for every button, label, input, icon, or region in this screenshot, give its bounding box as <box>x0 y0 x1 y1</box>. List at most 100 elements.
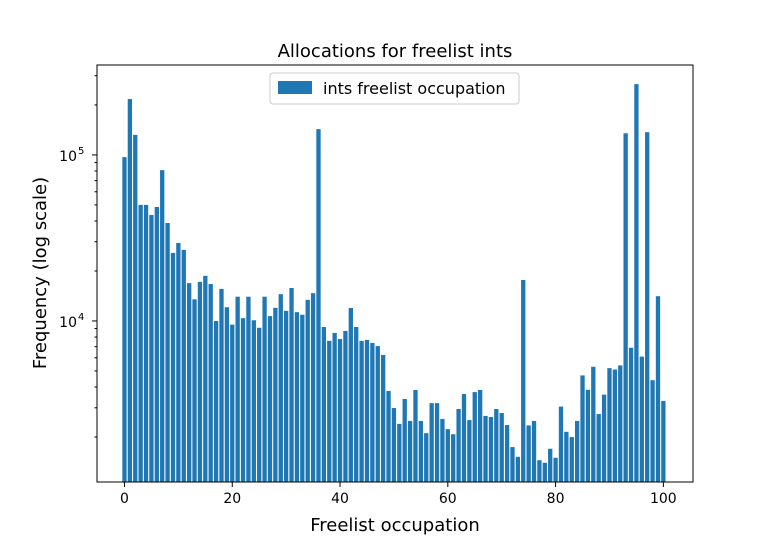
bar-90 <box>607 368 612 482</box>
bar-9 <box>170 252 176 482</box>
bar-24 <box>251 320 256 482</box>
bar-46 <box>370 342 375 482</box>
bar-31 <box>289 287 294 482</box>
legend: ints freelist occupation <box>269 72 520 105</box>
bar-0 <box>122 157 127 483</box>
bar-58 <box>434 403 440 482</box>
bar-56 <box>424 433 429 482</box>
bar-72 <box>510 447 515 482</box>
bar-32 <box>294 312 300 482</box>
bar-25 <box>257 327 262 482</box>
bar-82 <box>564 431 569 482</box>
bar-37 <box>321 326 327 482</box>
bar-63 <box>461 394 467 482</box>
bar-71 <box>504 425 510 482</box>
bar-5 <box>149 214 154 482</box>
bar-88 <box>596 414 601 482</box>
plot-frame <box>96 64 694 483</box>
bar-59 <box>440 418 445 482</box>
bar-49 <box>386 390 391 482</box>
bar-97 <box>645 132 650 482</box>
y-tick-exponent: 5 <box>78 146 84 157</box>
legend-box <box>269 72 520 105</box>
bar-68 <box>488 417 494 482</box>
bar-41 <box>343 330 348 482</box>
bar-87 <box>591 366 596 482</box>
bar-89 <box>601 394 607 482</box>
x-tick-label: 100 <box>650 491 677 507</box>
bar-96 <box>639 356 644 482</box>
bar-91 <box>612 369 618 482</box>
bar-27 <box>267 316 273 482</box>
bar-36 <box>316 129 321 483</box>
bar-12 <box>186 283 192 482</box>
bar-50 <box>391 408 397 482</box>
bar-86 <box>585 389 591 482</box>
y-axis-label: Frequency (log scale) <box>30 177 51 369</box>
bar-73 <box>515 456 521 482</box>
bar-44 <box>359 340 364 482</box>
bar-69 <box>494 409 499 482</box>
bar-30 <box>283 310 289 482</box>
bar-100 <box>661 400 666 482</box>
legend-label: ints freelist occupation <box>323 79 506 98</box>
bar-94 <box>628 347 634 482</box>
bar-13 <box>192 299 197 482</box>
bar-21 <box>235 296 240 482</box>
bar-45 <box>364 339 370 482</box>
chart-title: Allocations for freelist ints <box>278 41 513 62</box>
bar-48 <box>380 354 386 482</box>
bar-28 <box>273 307 278 482</box>
bar-98 <box>650 380 655 482</box>
bar-83 <box>569 437 574 482</box>
bar-29 <box>278 294 283 482</box>
bar-78 <box>542 462 547 482</box>
bar-33 <box>300 314 305 482</box>
bar-22 <box>240 318 246 482</box>
bar-64 <box>467 420 472 482</box>
bar-62 <box>456 409 461 482</box>
bar-77 <box>537 460 542 482</box>
bar-34 <box>305 299 310 482</box>
bar-84 <box>574 420 580 482</box>
x-tick-label: 0 <box>120 491 129 507</box>
bar-42 <box>348 308 353 482</box>
x-axis-label: Freelist occupation <box>310 515 480 536</box>
bar-54 <box>413 389 418 482</box>
bar-15 <box>203 275 208 482</box>
bar-95 <box>634 84 639 483</box>
bar-66 <box>477 389 483 482</box>
bar-92 <box>618 365 623 482</box>
y-tick-label: 10 <box>59 315 77 331</box>
x-tick-label: 60 <box>439 491 457 507</box>
bar-51 <box>397 423 402 482</box>
bar-79 <box>548 448 553 482</box>
bar-17 <box>213 320 219 482</box>
x-tick-label: 20 <box>223 491 241 507</box>
bar-74 <box>521 279 526 482</box>
legend-swatch <box>278 81 312 94</box>
bar-39 <box>332 332 337 482</box>
bar-99 <box>655 296 661 482</box>
bar-16 <box>208 283 213 482</box>
bar-35 <box>310 293 316 482</box>
y-tick-exponent: 4 <box>78 312 84 323</box>
bar-55 <box>418 420 424 482</box>
bar-23 <box>246 296 251 482</box>
bar-2 <box>133 134 138 483</box>
bar-76 <box>531 420 537 482</box>
bar-81 <box>558 406 564 482</box>
bar-3 <box>138 204 143 482</box>
bar-26 <box>262 296 267 482</box>
bar-20 <box>230 324 235 482</box>
bars-group <box>122 84 666 483</box>
bar-53 <box>407 420 413 482</box>
bar-4 <box>143 204 149 482</box>
bar-85 <box>580 375 585 482</box>
bar-38 <box>327 340 332 482</box>
bar-19 <box>224 307 230 482</box>
x-tick-label: 40 <box>331 491 349 507</box>
bar-43 <box>354 326 359 482</box>
bar-67 <box>483 415 488 482</box>
